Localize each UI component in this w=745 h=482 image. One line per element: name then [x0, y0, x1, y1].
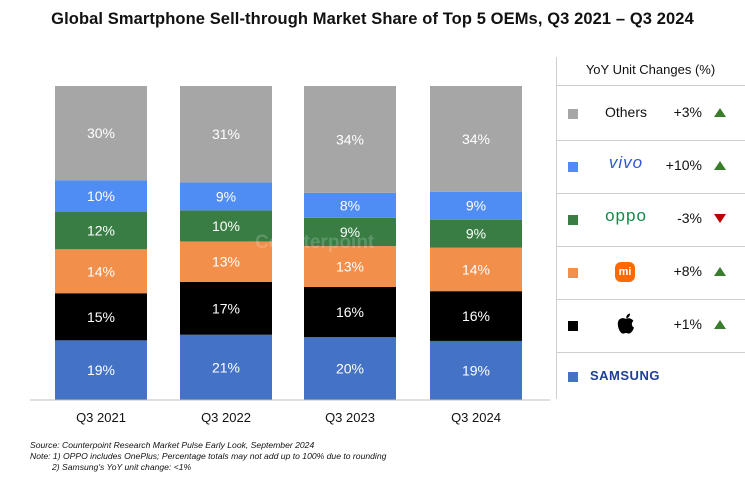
data-label: 16% — [336, 304, 364, 320]
legend-change: +10% — [665, 157, 702, 173]
data-label: 19% — [87, 362, 115, 378]
legend-rule — [556, 246, 745, 247]
bar-segment-vivo-4 — [430, 191, 522, 220]
legend-change: -3% — [677, 210, 702, 226]
up-arrow-icon — [714, 267, 726, 276]
legend-row-xiaomi: mi +8% — [556, 246, 745, 299]
bar-segment-apple-4 — [430, 291, 522, 341]
legend-swatch — [568, 162, 578, 172]
legend-row-apple: +1% — [556, 299, 745, 352]
legend-change: +1% — [673, 316, 702, 332]
apple-logo-icon — [617, 313, 634, 334]
watermark: Counterpoint — [255, 232, 375, 253]
data-label: 15% — [87, 309, 115, 325]
data-label: 14% — [87, 263, 115, 279]
bar-segment-xiaomi-2 — [180, 241, 272, 282]
bar-segment-xiaomi-4 — [430, 247, 522, 292]
note-2: 2) Samsung's YoY unit change: <1% — [52, 462, 192, 472]
data-label: 13% — [336, 259, 364, 275]
data-label: 19% — [462, 362, 490, 378]
legend-swatch — [568, 109, 578, 119]
bar-segment-vivo-2 — [180, 182, 272, 211]
legend-row-vivo: vivo +10% — [556, 140, 745, 193]
legend-header: YoY Unit Changes (%) — [585, 62, 716, 77]
legend-swatch — [568, 372, 578, 382]
oppo-logo: oppo — [605, 206, 647, 225]
data-label: 20% — [336, 361, 364, 377]
up-arrow-icon — [714, 108, 726, 117]
legend-rule — [556, 193, 745, 194]
legend-change: +3% — [673, 104, 702, 120]
data-label: 9% — [340, 224, 360, 240]
x-tick-label: Q3 2022 — [201, 410, 251, 425]
note-1: Note: 1) OPPO includes OnePlus; Percenta… — [30, 451, 387, 461]
legend-swatch — [568, 268, 578, 278]
bar-segment-samsung-4 — [430, 340, 522, 400]
bar-segment-vivo-3 — [304, 192, 396, 218]
data-label: 34% — [336, 131, 364, 147]
legend-rule — [556, 140, 745, 141]
footnotes: Source: Counterpoint Research Market Pul… — [30, 440, 386, 473]
legend-rule — [556, 299, 745, 300]
data-label: 34% — [462, 131, 490, 147]
data-label: 9% — [466, 226, 486, 242]
data-label: 12% — [87, 222, 115, 238]
legend-brand-others: Others — [604, 104, 647, 120]
legend-row-others: Others +3% — [556, 87, 745, 140]
legend-rule — [556, 352, 745, 353]
data-label: 30% — [87, 125, 115, 141]
data-label: 9% — [216, 188, 236, 204]
bar-segment-others-2 — [180, 86, 272, 183]
bar-segment-samsung-1 — [55, 340, 147, 400]
bar-segment-apple-1 — [55, 293, 147, 341]
bar-segment-xiaomi-1 — [55, 249, 147, 294]
chart-title: Global Smartphone Sell-through Market Sh… — [51, 10, 694, 28]
bar-segment-vivo-1 — [55, 180, 147, 212]
data-label: 21% — [212, 359, 240, 375]
bar-segment-oppo-4 — [430, 219, 522, 248]
bar-segment-oppo-2 — [180, 210, 272, 242]
bar-segment-oppo-1 — [55, 211, 147, 250]
legend-row-samsung: SAMSUNG — [556, 350, 745, 403]
bar-segment-apple-3 — [304, 286, 396, 338]
bar-segment-oppo-3 — [304, 217, 396, 247]
data-label: 9% — [466, 198, 486, 214]
legend-change: +8% — [673, 263, 702, 279]
data-label: 8% — [340, 197, 360, 213]
data-label: 31% — [212, 126, 240, 142]
bar-segment-others-4 — [430, 86, 522, 192]
bar-segment-others-3 — [304, 86, 396, 193]
vivo-logo: vivo — [608, 153, 644, 172]
x-tick-label: Q3 2021 — [76, 410, 126, 425]
legend-swatch — [568, 321, 578, 331]
data-label: 10% — [212, 218, 240, 234]
data-label: 16% — [462, 308, 490, 324]
up-arrow-icon — [714, 320, 726, 329]
data-label: 13% — [212, 254, 240, 270]
bar-segment-others-1 — [55, 86, 147, 181]
source-note: Source: Counterpoint Research Market Pul… — [30, 440, 315, 450]
legend-divider — [556, 57, 557, 399]
up-arrow-icon — [714, 161, 726, 170]
legend-rule — [556, 85, 745, 86]
bar-segment-samsung-3 — [304, 337, 396, 400]
xiaomi-logo: mi — [615, 262, 635, 282]
legend-swatch — [568, 215, 578, 225]
x-tick-label: Q3 2023 — [325, 410, 375, 425]
data-label: 17% — [212, 300, 240, 316]
data-label: 10% — [87, 188, 115, 204]
down-arrow-icon — [714, 214, 726, 223]
bar-segment-xiaomi-3 — [304, 246, 396, 287]
x-tick-label: Q3 2024 — [451, 410, 501, 425]
samsung-logo: SAMSUNG — [590, 368, 660, 383]
bar-segment-apple-2 — [180, 281, 272, 335]
bar-segment-samsung-2 — [180, 334, 272, 400]
legend-row-oppo: oppo -3% — [556, 193, 745, 246]
data-label: 14% — [462, 261, 490, 277]
